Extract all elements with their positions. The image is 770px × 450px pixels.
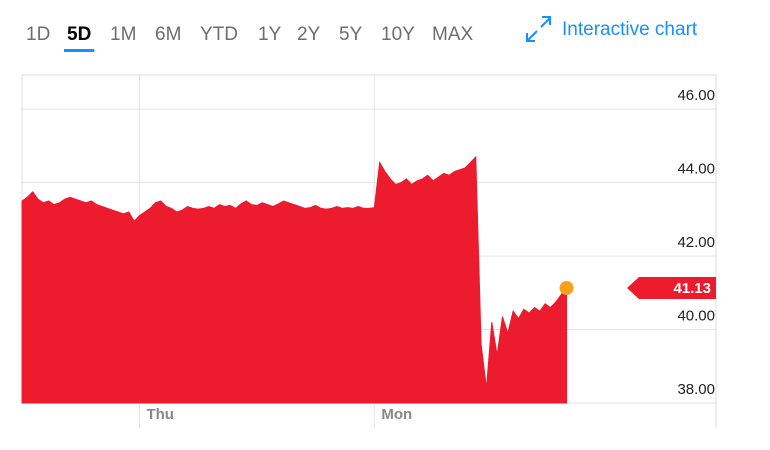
range-tab[interactable]: 10Y <box>381 24 415 45</box>
range-tab[interactable]: 5D <box>67 24 91 45</box>
expand-icon[interactable] <box>526 16 551 42</box>
range-tab[interactable]: 6M <box>155 24 181 45</box>
x-tick-label: Mon <box>381 406 412 423</box>
range-tab[interactable]: 2Y <box>297 24 321 45</box>
price-tag <box>627 277 716 300</box>
selected-underline <box>64 49 95 52</box>
range-tab[interactable]: 1Y <box>258 24 282 45</box>
y-tick-label: 46.00 <box>677 87 715 104</box>
range-tab[interactable]: 5Y <box>339 24 363 45</box>
price-area <box>21 155 568 404</box>
y-tick-label: 40.00 <box>677 308 715 325</box>
range-tab[interactable]: 1M <box>110 24 136 45</box>
x-tick-label: Thu <box>146 406 174 423</box>
y-tick-label: 44.00 <box>677 161 715 178</box>
last-price-marker <box>559 281 574 296</box>
interactive-link[interactable]: Interactive chart <box>526 16 698 42</box>
price-tag-label: 41.13 <box>673 280 711 297</box>
y-tick-label: 38.00 <box>677 381 715 398</box>
range-tab[interactable]: 1D <box>26 24 50 45</box>
range-tab[interactable]: YTD <box>200 24 238 45</box>
interactive-chart-link[interactable]: Interactive chart <box>562 19 698 40</box>
range-tab[interactable]: MAX <box>432 24 474 45</box>
y-tick-label: 42.00 <box>677 234 715 251</box>
